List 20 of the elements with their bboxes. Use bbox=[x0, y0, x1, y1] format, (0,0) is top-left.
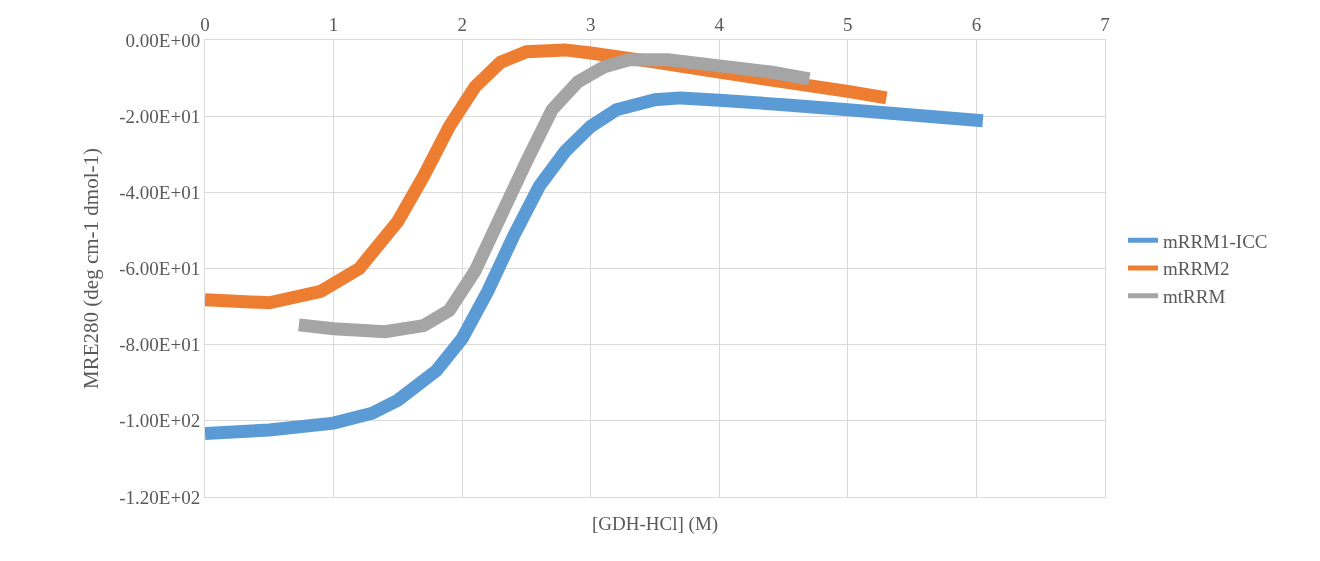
x-tick-label: 3 bbox=[585, 14, 596, 36]
y-tick-label: -1.20E+02 bbox=[119, 486, 201, 508]
x-tick-label: 2 bbox=[457, 14, 467, 36]
legend-label: mtRRM bbox=[1163, 286, 1226, 308]
legend-label: mRRM1-ICC bbox=[1163, 230, 1268, 252]
x-axis-title: [GDH-HCl] (M) bbox=[592, 513, 719, 535]
legend-label: mRRM2 bbox=[1163, 258, 1230, 280]
y-tick-label: -6.00E+01 bbox=[119, 258, 201, 280]
y-tick-label: 0.00E+00 bbox=[125, 29, 201, 51]
y-axis-title: MRE280 (deg cm-1 dmol-1) bbox=[79, 148, 104, 389]
x-tick-label: 6 bbox=[971, 14, 982, 36]
x-tick-label: 4 bbox=[714, 14, 725, 36]
y-tick-label: -2.00E+01 bbox=[119, 105, 201, 127]
y-tick-label: -4.00E+01 bbox=[119, 181, 201, 203]
x-tick-label: 7 bbox=[1100, 14, 1110, 36]
x-tick-label: 0 bbox=[200, 14, 210, 36]
x-tick-label: 1 bbox=[328, 14, 339, 36]
x-tick-label: 5 bbox=[843, 14, 853, 36]
y-tick-label: -8.00E+01 bbox=[119, 334, 201, 356]
y-tick-label: -1.00E+02 bbox=[119, 410, 201, 432]
